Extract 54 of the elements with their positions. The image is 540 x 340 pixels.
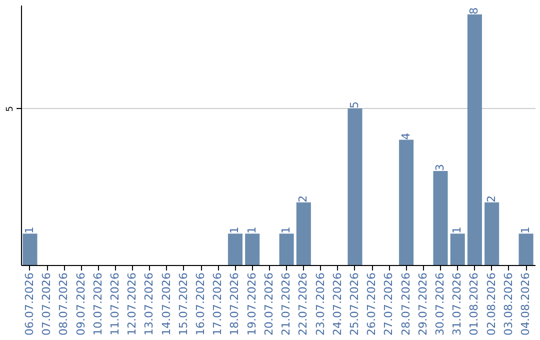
x-tick-label: 10.07.2026	[91, 272, 104, 336]
x-tick-label: 03.08.2026	[502, 272, 515, 336]
bar	[228, 234, 243, 265]
x-tick-label: 31.07.2026	[450, 272, 464, 336]
x-tick-label: 20.07.2026	[262, 272, 276, 336]
x-tick-label: 07.07.2026	[40, 272, 54, 336]
x-tick-label: 28.07.2026	[399, 272, 412, 336]
x-tick-label: 17.07.2026	[211, 272, 224, 336]
data-label: 2	[296, 195, 310, 202]
x-tick-label: 01.08.2026	[468, 272, 481, 336]
bar	[296, 202, 311, 265]
bar	[484, 202, 500, 265]
bar	[433, 171, 448, 265]
x-tick-label: 02.08.2026	[484, 272, 498, 336]
x-tick-label: 27.07.2026	[382, 272, 396, 336]
x-tick-label: 30.07.2026	[433, 272, 446, 336]
x-tick-label: 23.07.2026	[314, 272, 327, 336]
data-label: 1	[450, 226, 464, 234]
bar	[450, 234, 465, 265]
x-tick-label: 25.07.2026	[348, 272, 361, 336]
data-label: 5	[348, 101, 361, 108]
x-tick-label: 14.07.2026	[160, 272, 173, 336]
x-tick-label: 13.07.2026	[142, 272, 156, 336]
data-label: 8	[468, 7, 481, 14]
x-tick-label: 21.07.2026	[280, 272, 293, 336]
data-label: 3	[433, 164, 446, 172]
x-tick-label: 24.07.2026	[330, 272, 344, 336]
x-tick-label: 04.08.2026	[519, 272, 532, 336]
x-tick-label: 26.07.2026	[365, 272, 378, 336]
bar	[245, 234, 260, 265]
x-tick-label: 15.07.2026	[176, 272, 190, 336]
x-tick-label: 22.07.2026	[296, 272, 310, 336]
x-tick-label: 06.07.2026	[22, 272, 36, 336]
data-label: 2	[484, 195, 498, 202]
bar	[348, 108, 362, 265]
x-tick-label: 09.07.2026	[74, 272, 88, 336]
data-label: 1	[280, 226, 293, 234]
x-tick-label: 16.07.2026	[194, 272, 208, 336]
data-label: 4	[399, 132, 412, 140]
data-label: 1	[519, 226, 532, 234]
x-tick-label: 19.07.2026	[245, 272, 258, 336]
data-label: 1	[245, 226, 258, 234]
data-label: 1	[228, 226, 242, 234]
x-tick-label: 08.07.2026	[57, 272, 70, 336]
data-label: 1	[22, 226, 36, 234]
x-tick-label: 11.07.2026	[108, 272, 122, 336]
x-tick-label: 29.07.2026	[416, 272, 430, 336]
bar	[518, 234, 534, 265]
bar	[467, 14, 482, 265]
bar	[279, 234, 294, 265]
bar	[22, 234, 38, 265]
x-tick-label: 12.07.2026	[126, 272, 139, 336]
x-tick-label: 18.07.2026	[228, 272, 242, 336]
bar	[399, 140, 414, 265]
